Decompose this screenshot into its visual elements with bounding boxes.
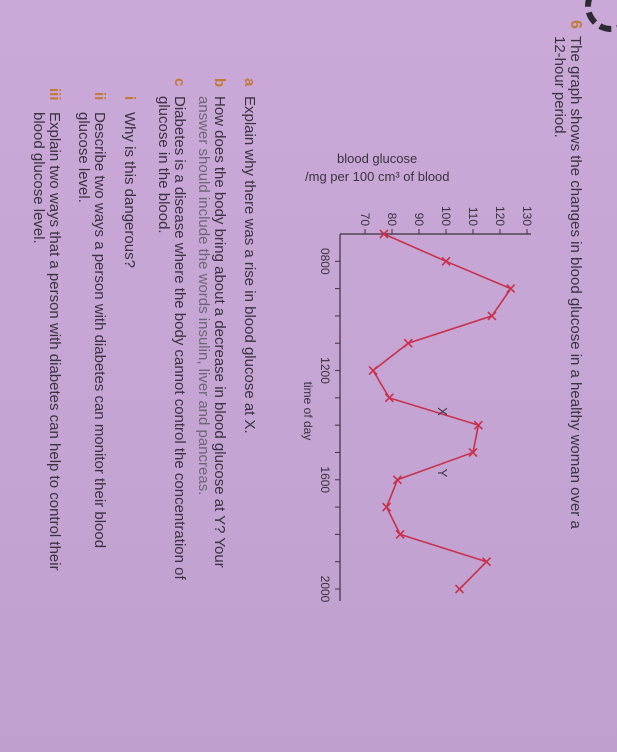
part-label-a: a	[241, 78, 258, 87]
part-label-c: c	[171, 78, 188, 87]
data-point-marker	[487, 311, 497, 321]
data-point-marker	[392, 475, 402, 485]
y-tick-label: 80	[385, 213, 399, 227]
x-tick-label: 2000	[318, 576, 332, 603]
part-label-i: i	[121, 96, 138, 101]
part-iii-text-line: Explain two ways that a person with diab…	[46, 112, 63, 571]
part-ii-text-line: Describe two ways a person with diabetes…	[91, 112, 108, 549]
data-point-marker	[382, 502, 392, 512]
data-point-marker	[403, 338, 413, 348]
data-point-marker	[441, 256, 451, 266]
part-c-text-line: Diabetes is a disease where the body can…	[171, 96, 188, 580]
part-c-text-line: glucose in the blood.	[155, 96, 172, 234]
part-ii-text-line: glucose level.	[75, 112, 92, 203]
x-tick-label: 0800	[318, 248, 332, 275]
data-point-marker	[454, 584, 465, 594]
part-label-iii: iii	[46, 88, 63, 101]
data-point-marker	[395, 529, 405, 539]
annotation-x: X	[435, 407, 450, 416]
data-point-marker	[481, 557, 492, 567]
data-point-marker	[468, 447, 478, 458]
data-point-marker	[473, 420, 483, 430]
part-b-text-line: answer should include the words insulin,…	[195, 96, 212, 496]
x-axis-label: time of day	[301, 382, 315, 441]
y-tick-label: 130	[520, 206, 534, 226]
y-tick-label: 120	[493, 206, 507, 226]
data-point-marker	[506, 284, 516, 294]
part-label-b: b	[211, 78, 228, 88]
annotation-y: Y	[435, 469, 450, 478]
part-label-ii: ii	[91, 92, 108, 101]
part-a-text-line: Explain why there was a rise in blood gl…	[241, 96, 258, 434]
x-tick-label: 1600	[318, 466, 332, 493]
data-point-marker	[384, 393, 394, 403]
part-i-text-line: Why is this dangerous?	[121, 112, 138, 268]
x-tick-label: 1200	[318, 357, 332, 384]
data-line	[372, 233, 513, 590]
part-iii-text-line: blood glucose level.	[30, 112, 47, 244]
y-tick-label: 100	[439, 206, 453, 226]
y-tick-label: 110	[466, 207, 480, 226]
data-point-marker	[379, 229, 389, 239]
data-point-marker	[368, 365, 378, 376]
y-tick-label: 90	[412, 213, 426, 227]
y-tick-label: 70	[358, 213, 372, 227]
part-b-text-line: How does the body bring about a decrease…	[211, 96, 228, 568]
